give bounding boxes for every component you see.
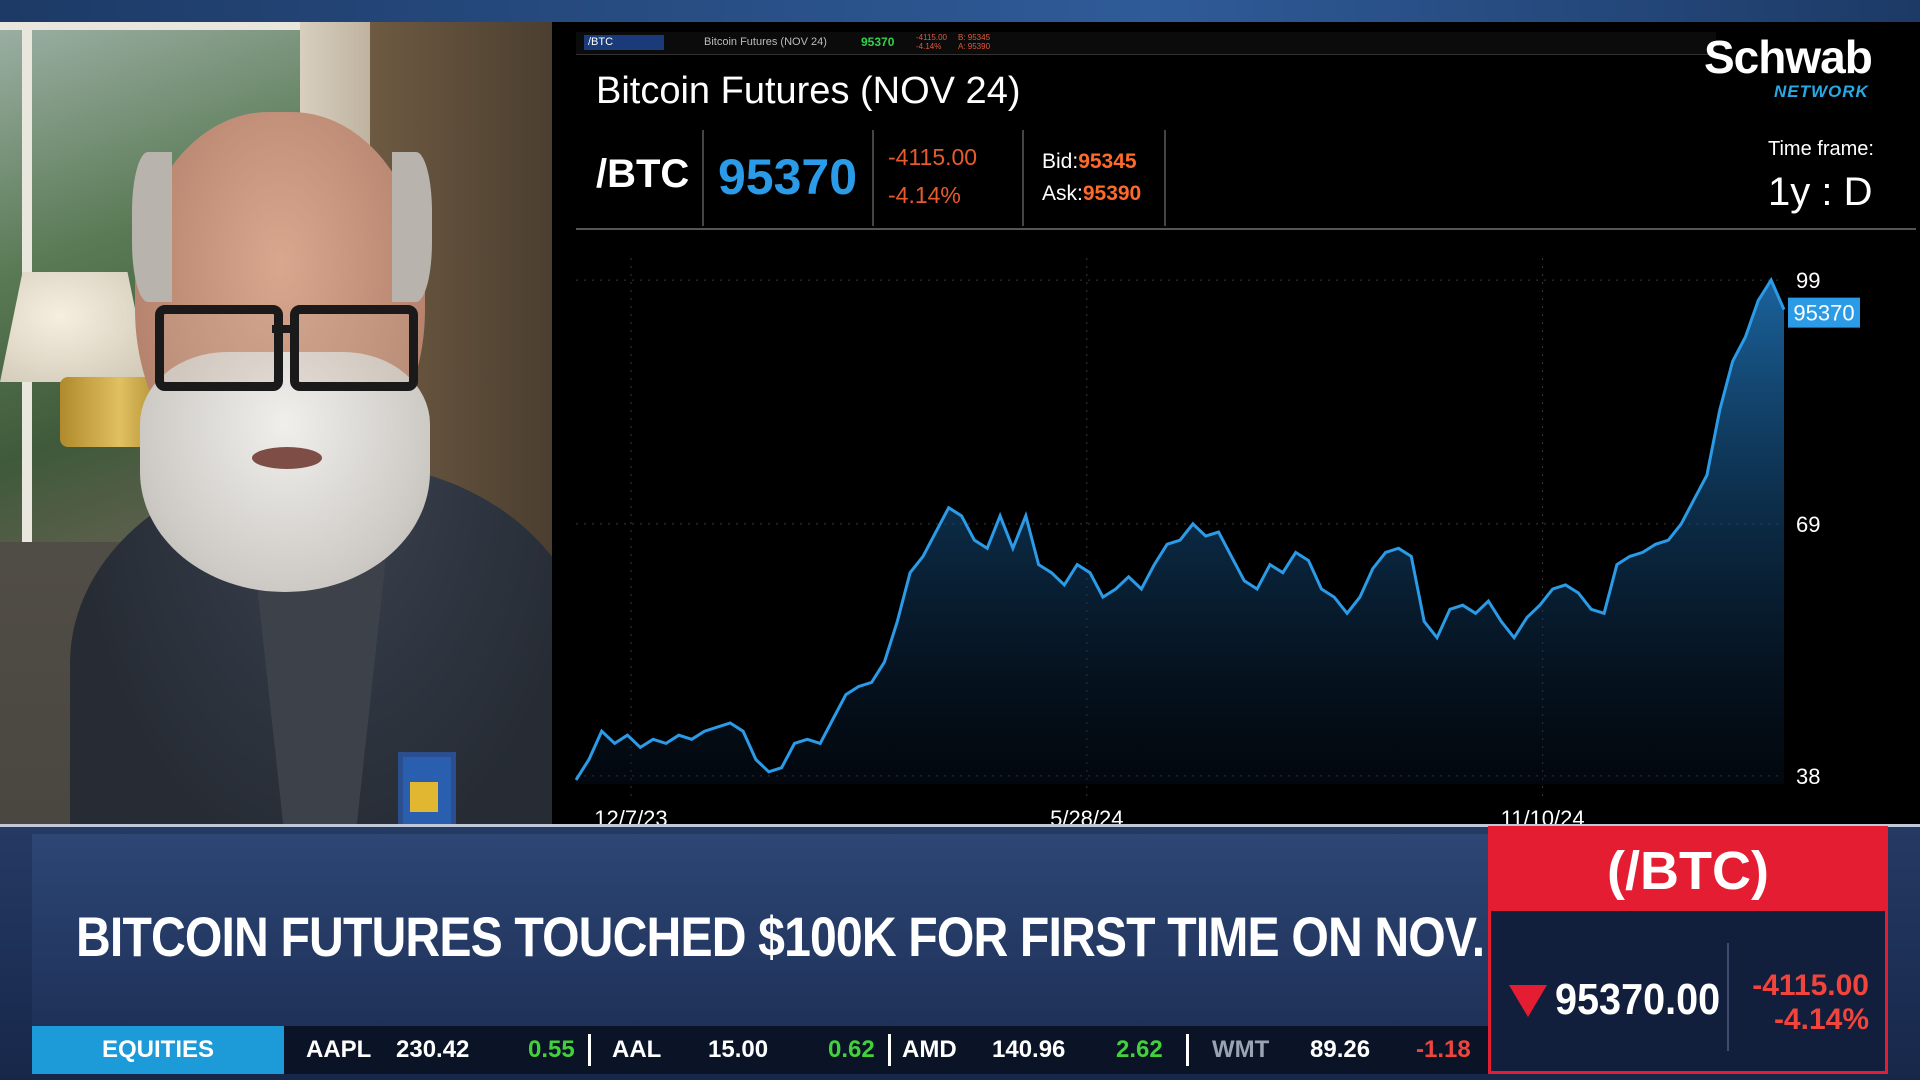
btc-quote-box: (/BTC) 95370.00 -4115.00 -4.14% [1488, 826, 1888, 1074]
ticker-symbol: AAPL [306, 1036, 372, 1063]
ticker-category: EQUITIES [32, 1026, 284, 1074]
ticker-price: 89.26 [1310, 1036, 1371, 1063]
ticker-change: 2.62 [1116, 1036, 1163, 1063]
toolbar-change-value: -4115.00 [916, 33, 947, 42]
ticker-symbol: AMD [902, 1036, 957, 1063]
lapel-mic [398, 752, 456, 824]
toolbar-change: -4115.00 -4.14% [916, 33, 947, 51]
hair-left [132, 152, 172, 302]
ticker-symbol: AAL [612, 1036, 662, 1063]
price-line [574, 276, 1786, 781]
toolbar-bid: B: 95345 [958, 33, 991, 42]
x-tick-label: 12/7/23 [594, 806, 667, 824]
network-logo: NETWORK [1774, 82, 1869, 101]
ticker-change: 0.55 [528, 1036, 575, 1063]
toolbar-change-percent: -4.14% [916, 42, 942, 51]
symbol-input[interactable]: /BTC [584, 35, 664, 50]
top-band [0, 0, 1920, 22]
x-tick-label: 11/10/24 [1501, 806, 1585, 824]
ticker-separator [588, 1034, 591, 1066]
quote-ask: Ask:95390 [1042, 182, 1141, 206]
chart-title: Bitcoin Futures (NOV 24) [596, 70, 1021, 112]
y-tick-label: 99 [1796, 268, 1820, 293]
quote-bid: Bid:95345 [1042, 150, 1137, 174]
quote-divider [702, 130, 704, 226]
glasses-bridge [272, 325, 294, 333]
x-tick-label: 5/28/24 [1050, 806, 1123, 824]
btc-quote-price: 95370.00 [1555, 975, 1721, 1024]
ticker-price: 15.00 [708, 1036, 769, 1063]
ticker-change: -1.18 [1416, 1036, 1471, 1063]
quote-change: -4115.00 [888, 144, 978, 170]
quote-divider [1022, 130, 1024, 226]
timeframe-value[interactable]: 1y : D [1768, 170, 1873, 214]
ticker-change: 0.62 [828, 1036, 875, 1063]
down-arrow-icon [1509, 985, 1547, 1017]
bid-value: 95345 [1078, 150, 1137, 173]
headline: BITCOIN FUTURES TOUCHED $100K FOR FIRST … [76, 905, 1550, 968]
btc-quote-symbol: (/BTC) [1491, 829, 1885, 911]
price-chart: 99 69 38 12/7/23 5/28/24 11/10/24 95370 [574, 258, 1860, 824]
y-tick-label: 38 [1796, 764, 1820, 789]
webcam-feed [0, 22, 552, 824]
ask-value: 95390 [1082, 182, 1142, 205]
last-price-marker [1788, 297, 1860, 328]
chart-panel: /BTC Bitcoin Futures (NOV 24) 95370 -411… [552, 22, 1920, 824]
bid-label: Bid: [1042, 150, 1079, 173]
hair-right [392, 152, 432, 302]
y-tick-label: 69 [1796, 512, 1820, 537]
beard [140, 352, 430, 592]
stock-ticker: EQUITIES AAPL 230.42 0.55 AAL 15.00 0.62… [32, 1026, 1492, 1074]
quote-divider [872, 130, 874, 226]
quote-divider [1164, 130, 1166, 226]
btc-quote-percent: -4.14% [1773, 1003, 1869, 1036]
quote-symbol: /BTC [596, 152, 690, 196]
chart-labels: 99 69 38 12/7/23 5/28/24 11/10/24 95370 [594, 268, 1860, 824]
ticker-separator [888, 1034, 891, 1066]
platform-toolbar: /BTC Bitcoin Futures (NOV 24) 95370 -411… [576, 32, 1716, 55]
ask-label: Ask: [1042, 182, 1083, 205]
window-frame-top [0, 22, 310, 30]
lapel-mic-core [410, 782, 438, 812]
glasses-left-lens [155, 305, 283, 391]
ticker-separator [1186, 1034, 1189, 1066]
mouth [252, 447, 322, 469]
price-area [576, 280, 1784, 784]
toolbar-ask: A: 95390 [958, 42, 991, 51]
lower-third: BITCOIN FUTURES TOUCHED $100K FOR FIRST … [0, 824, 1920, 1080]
ticker-price: 140.96 [992, 1036, 1066, 1063]
btc-quote-change: -4115.00 [1752, 969, 1869, 1002]
schwab-logo: Schwab [1704, 31, 1873, 83]
quote-row: /BTC 95370 -4115.00 -4.14% Bid:95345 Ask… [576, 130, 1916, 230]
lamp-shade [0, 272, 150, 382]
quote-last-price: 95370 [718, 149, 858, 205]
ticker-symbol: WMT [1212, 1036, 1270, 1063]
toolbar-instrument: Bitcoin Futures (NOV 24) [704, 36, 827, 48]
btc-quote-divider [1727, 943, 1729, 1051]
toolbar-bid-ask: B: 95345 A: 95390 [958, 33, 990, 51]
glasses-right-lens [290, 305, 418, 391]
ticker-price: 230.42 [396, 1036, 470, 1063]
quote-percent: -4.14% [888, 182, 961, 208]
toolbar-last-price: 95370 [861, 35, 895, 49]
headline-panel: BITCOIN FUTURES TOUCHED $100K FOR FIRST … [32, 834, 1550, 1030]
timeframe-label: Time frame: [1768, 138, 1874, 160]
last-price-label: 95370 [1793, 301, 1854, 326]
lower-third-border [0, 824, 1920, 827]
